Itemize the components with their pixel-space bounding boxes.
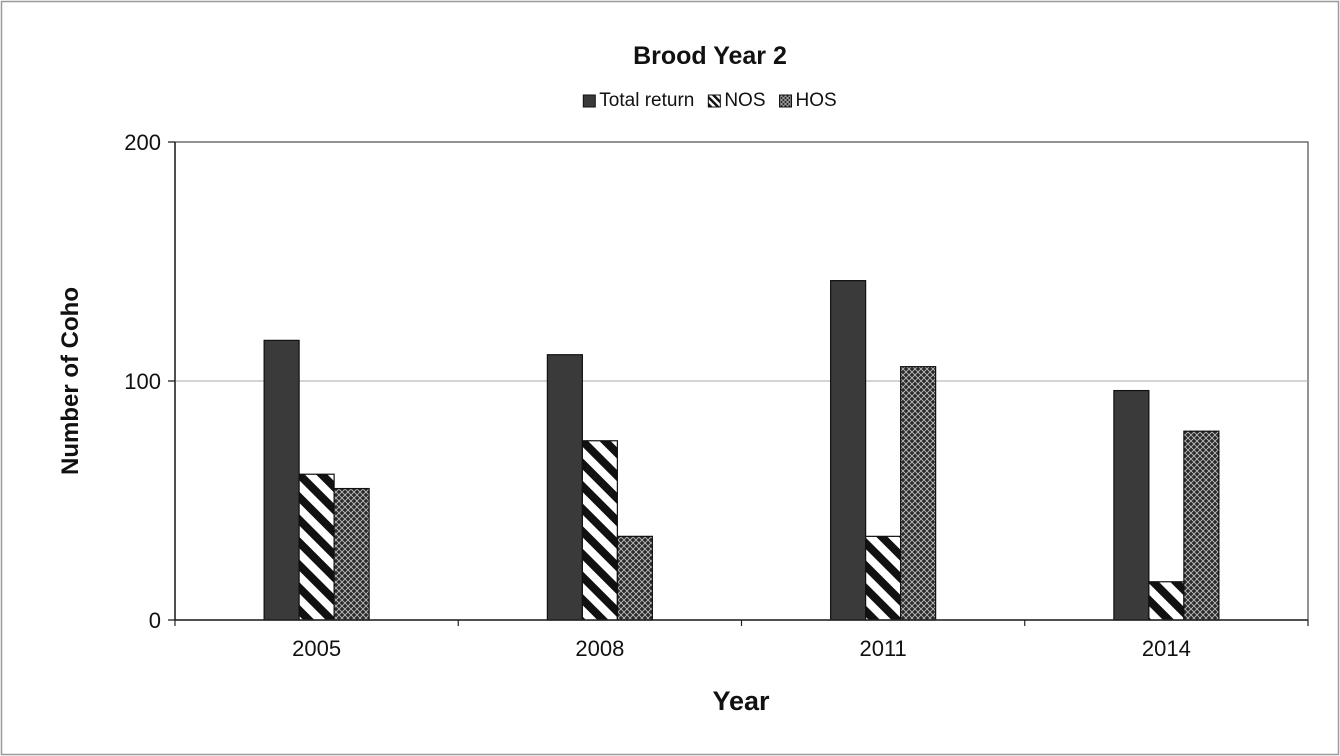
bar-total-return-2011	[830, 280, 867, 621]
legend-item-total-return: Total return	[582, 90, 694, 111]
bars	[263, 280, 1220, 621]
y-axis: 0 100 200	[124, 130, 176, 633]
bar-nos-2008	[581, 440, 618, 621]
legend-label-total-return: Total return	[599, 90, 694, 111]
y-tick-label-200: 200	[124, 130, 161, 155]
x-axis: 2005 2008 2011 2014	[174, 619, 1309, 661]
bar-nos-2014	[1148, 581, 1185, 621]
bar-hos-2014	[1183, 430, 1220, 621]
y-tick-label-0: 0	[149, 608, 161, 633]
bar-total-return-2014	[1113, 389, 1150, 621]
chart-title: Brood Year 2	[633, 42, 787, 70]
legend-item-hos: HOS	[779, 90, 837, 111]
y-tick-label-100: 100	[124, 369, 161, 394]
x-tick-label-2008: 2008	[575, 636, 624, 661]
x-tick-label-2011: 2011	[859, 636, 906, 661]
y-axis-label: Number of Coho	[57, 287, 84, 475]
bar-hos-2008	[616, 535, 653, 621]
legend-swatch-hos	[779, 94, 793, 108]
legend-swatch-nos	[707, 94, 721, 108]
legend-label-hos: HOS	[796, 90, 837, 111]
bar-total-return-2008	[546, 354, 583, 621]
legend-item-nos: NOS	[707, 90, 766, 111]
x-tick-label-2005: 2005	[292, 636, 341, 661]
bar-nos-2011	[865, 535, 902, 621]
x-tick-label-2014: 2014	[1142, 636, 1191, 661]
x-axis-label: Year	[712, 686, 770, 716]
bar-total-return-2005	[263, 339, 300, 621]
bar-hos-2005	[333, 487, 370, 621]
legend: Total return NOS HOS	[582, 90, 837, 111]
bar-hos-2011	[900, 366, 937, 621]
legend-swatch-total-return	[582, 94, 596, 108]
legend-label-nos: NOS	[724, 90, 765, 111]
plot-area: 0 100 200 2005 2008 2011 2014	[124, 130, 1309, 661]
bar-nos-2005	[298, 473, 335, 621]
